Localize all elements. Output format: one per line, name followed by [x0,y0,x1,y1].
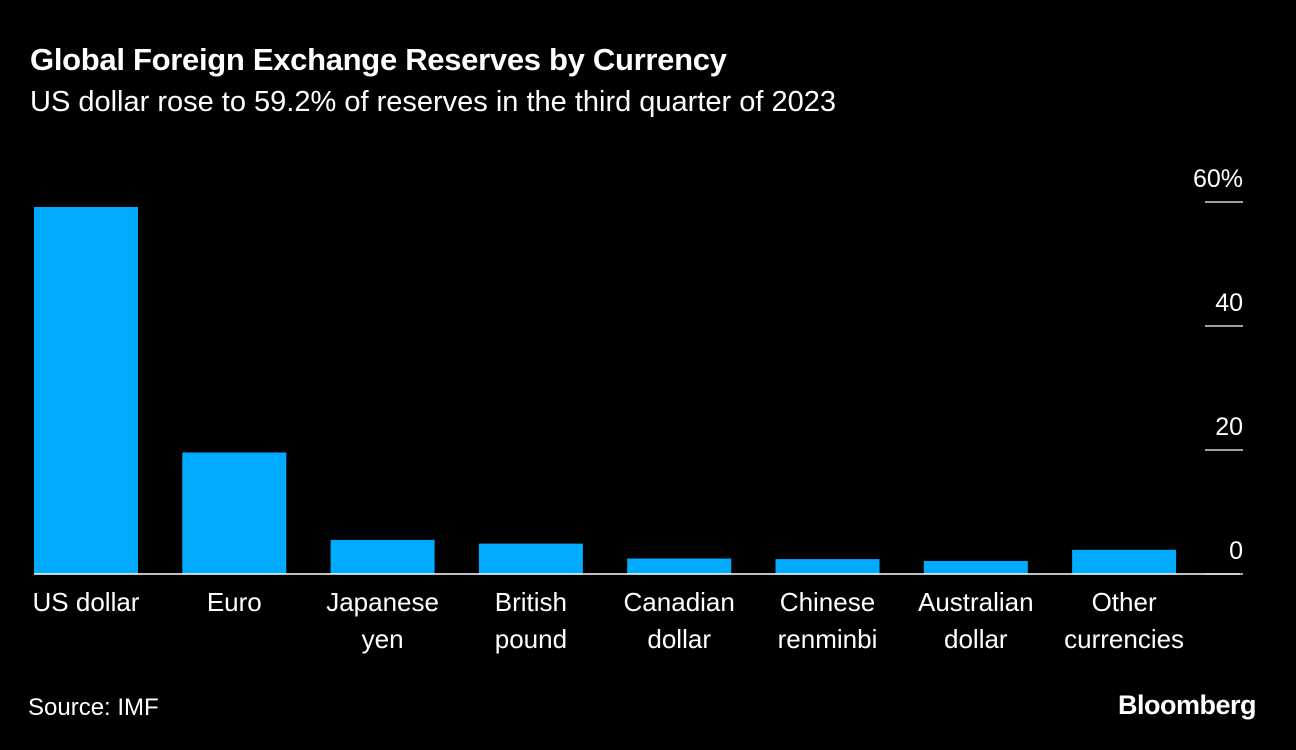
x-tick-label: Canadian dollar [624,587,735,654]
chart-subtitle: US dollar rose to 59.2% of reserves in t… [30,86,836,118]
bar [478,543,583,574]
y-tick-label: 40 [1215,289,1243,317]
y-tick-label: 60% [1193,165,1243,193]
x-tick-label: Japanese yen [326,587,439,654]
x-tick-label: Euro [207,587,262,617]
x-tick-label: Australian dollar [918,587,1034,654]
x-tick-label: British pound [495,587,567,654]
bloomberg-logo: Bloomberg [1117,690,1257,720]
bar [923,560,1028,574]
x-tick-label: Other currencies [1064,587,1184,654]
x-tick-label: Chinese renminbi [778,587,878,654]
source-note: Source: IMF [28,694,159,721]
bar [34,206,138,574]
bar [775,559,880,574]
x-tick-label: US dollar [33,587,140,617]
bar [627,558,732,574]
chart-title: Global Foreign Exchange Reserves by Curr… [30,42,727,77]
bar [330,539,435,574]
y-tick-label: 20 [1215,413,1243,441]
bar [182,452,287,574]
bar [1072,549,1177,574]
y-tick-label: 0 [1229,537,1243,565]
